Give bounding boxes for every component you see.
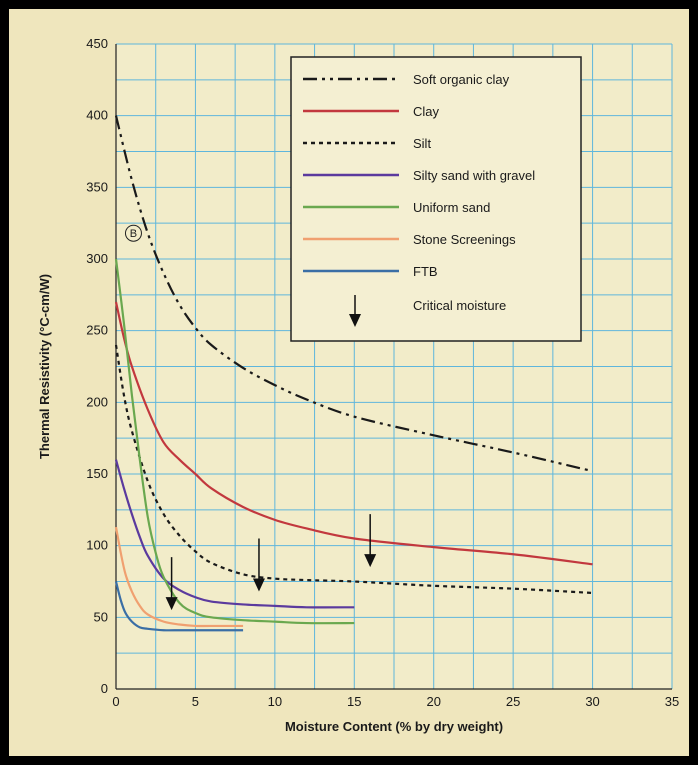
critical-moisture-arrow	[165, 557, 178, 611]
b-marker-circle	[124, 224, 142, 242]
x-tick-label: 35	[665, 694, 679, 709]
legend-label: Silty sand with gravel	[413, 168, 535, 183]
series-line-silt	[114, 344, 593, 595]
y-tick-label: 450	[86, 36, 108, 51]
x-tick-label: 15	[347, 694, 361, 709]
x-tick-label: 30	[585, 694, 599, 709]
arrow-head	[349, 314, 361, 327]
x-axis-title: Moisture Content (% by dry weight)	[285, 719, 503, 734]
y-tick-label: 300	[86, 251, 108, 266]
data-series	[114, 115, 593, 632]
critical-moisture-arrow	[252, 538, 265, 592]
y-tick-label: 200	[86, 394, 108, 409]
chart-frame: 0 5 10 15 20 25 30 35 0 50 100 150 200 250 300 350 400 45…	[9, 9, 689, 756]
b-marker-label: B	[130, 228, 137, 240]
y-tick-label: 250	[86, 323, 108, 338]
arrow-head	[165, 597, 178, 611]
series-line-ftb	[114, 581, 244, 632]
y-tick-label: 0	[101, 681, 108, 696]
x-tick-label: 20	[426, 694, 440, 709]
legend-box	[290, 56, 582, 342]
legend-label: Silt	[413, 136, 431, 151]
legend: Soft organic clay Clay Silt Silty sand with…	[290, 56, 582, 342]
y-tick-label: 100	[86, 538, 108, 553]
legend-arrow	[349, 295, 361, 327]
x-tick-label: 5	[192, 694, 199, 709]
series-line-stone-screenings	[114, 526, 244, 628]
tick-labels: 0 5 10 15 20 25 30 3505010015020025030035040045…	[86, 36, 679, 709]
y-tick-label: 350	[86, 179, 108, 194]
series-line-silty-sand-with-gravel	[114, 459, 355, 609]
legend-label: Clay	[413, 104, 440, 119]
arrow-head	[364, 554, 377, 568]
y-tick-label: 150	[86, 466, 108, 481]
legend-label: Stone Screenings	[413, 232, 516, 247]
critical-moisture-arrows	[165, 514, 377, 611]
critical-moisture-arrow	[364, 514, 377, 568]
x-tick-label: 25	[506, 694, 520, 709]
y-tick-label: 400	[86, 108, 108, 123]
y-tick-label: 50	[94, 609, 108, 624]
b-marker: B	[124, 224, 142, 242]
legend-label: Uniform sand	[413, 200, 490, 215]
x-tick-label: 0	[112, 694, 119, 709]
series-line-clay	[114, 301, 593, 566]
legend-label: FTB	[413, 264, 438, 279]
series-line-uniform-sand	[114, 258, 355, 625]
legend-label: Soft organic clay	[413, 72, 510, 87]
arrow-head	[252, 578, 265, 592]
y-axis-title: Thermal Resistivity (°C-cm/W)	[37, 274, 52, 459]
x-tick-label: 10	[268, 694, 282, 709]
legend-label-critical: Critical moisture	[413, 298, 506, 313]
thermal-resistivity-chart: 0 5 10 15 20 25 30 3505010015020025030035040045…	[37, 36, 679, 734]
series-line-soft-organic-clay	[114, 115, 593, 473]
